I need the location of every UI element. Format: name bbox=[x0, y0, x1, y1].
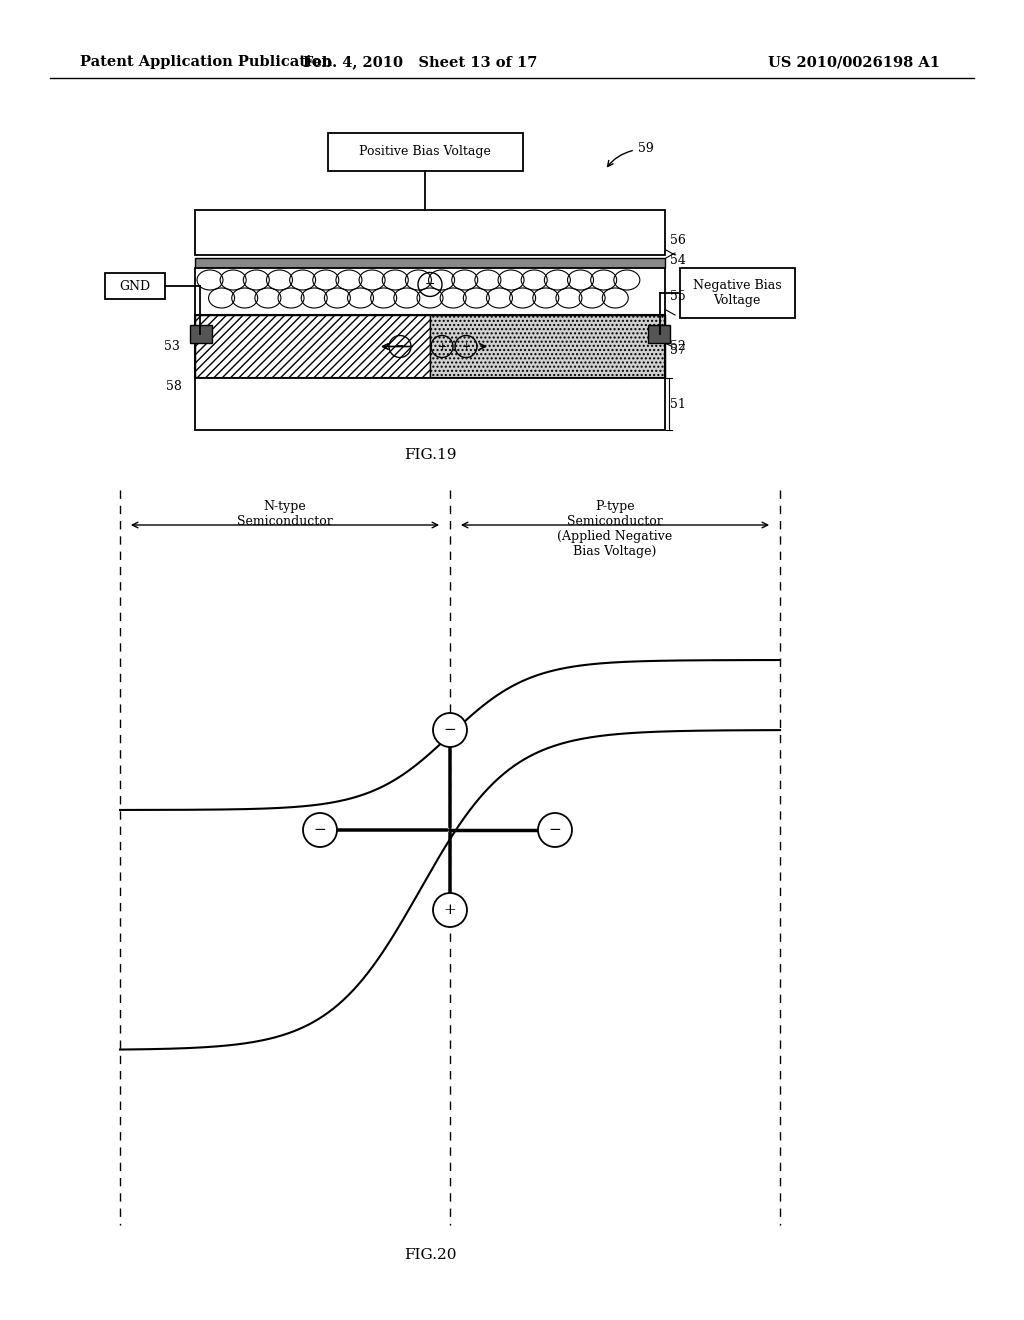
Text: +: + bbox=[462, 342, 471, 351]
Text: 53: 53 bbox=[164, 341, 180, 352]
Bar bbox=[195, 257, 665, 268]
Text: 51: 51 bbox=[670, 397, 686, 411]
Text: −: − bbox=[313, 822, 327, 837]
Text: −: − bbox=[549, 822, 561, 837]
Text: −: − bbox=[443, 723, 457, 737]
Bar bbox=[195, 378, 665, 430]
Text: US 2010/0026198 A1: US 2010/0026198 A1 bbox=[768, 55, 940, 69]
Circle shape bbox=[538, 813, 572, 847]
Bar bbox=[195, 315, 665, 378]
Text: +: + bbox=[443, 903, 457, 917]
Circle shape bbox=[303, 813, 337, 847]
Text: 55: 55 bbox=[670, 289, 686, 302]
Bar bbox=[190, 325, 212, 343]
Text: 56: 56 bbox=[670, 234, 686, 247]
Text: Feb. 4, 2010   Sheet 13 of 17: Feb. 4, 2010 Sheet 13 of 17 bbox=[303, 55, 538, 69]
Text: 52: 52 bbox=[670, 341, 686, 352]
Text: 57: 57 bbox=[670, 343, 686, 356]
Text: Negative Bias
Voltage: Negative Bias Voltage bbox=[692, 279, 781, 308]
Text: Positive Bias Voltage: Positive Bias Voltage bbox=[359, 145, 490, 158]
Bar bbox=[195, 210, 665, 255]
Text: N-type
Semiconductor: N-type Semiconductor bbox=[238, 500, 333, 528]
Bar bbox=[648, 325, 670, 343]
Bar bbox=[195, 315, 430, 378]
Bar bbox=[680, 268, 795, 318]
Text: −: − bbox=[395, 342, 404, 351]
Text: −: − bbox=[425, 279, 435, 290]
Text: 59: 59 bbox=[638, 141, 653, 154]
Text: Patent Application Publication: Patent Application Publication bbox=[80, 55, 332, 69]
Text: FIG.19: FIG.19 bbox=[403, 447, 457, 462]
Text: P-type
Semiconductor
(Applied Negative
Bias Voltage): P-type Semiconductor (Applied Negative B… bbox=[557, 500, 673, 558]
Bar bbox=[328, 133, 523, 172]
Bar bbox=[195, 268, 665, 315]
Bar bbox=[430, 315, 665, 378]
Text: 58: 58 bbox=[166, 380, 182, 392]
Bar bbox=[105, 273, 165, 300]
Text: FIG.20: FIG.20 bbox=[403, 1247, 457, 1262]
Text: +: + bbox=[437, 342, 446, 351]
Text: 54: 54 bbox=[670, 253, 686, 267]
Text: GND: GND bbox=[120, 280, 151, 293]
Circle shape bbox=[433, 713, 467, 747]
Bar bbox=[195, 257, 665, 268]
Circle shape bbox=[433, 894, 467, 927]
